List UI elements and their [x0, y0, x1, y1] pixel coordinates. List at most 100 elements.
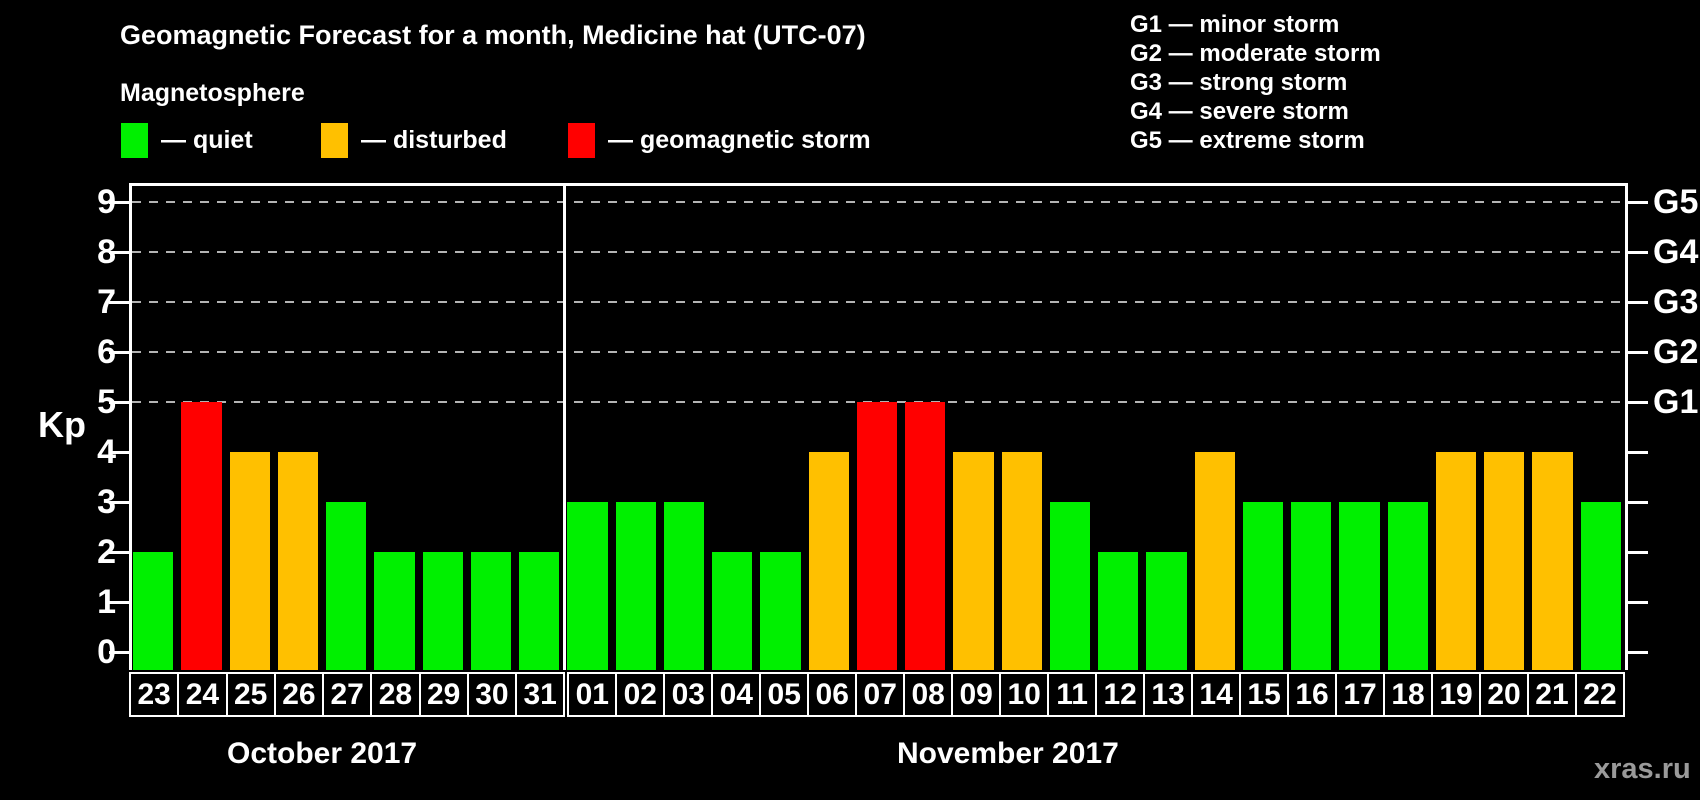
g-legend-g3: G3 — strong storm [1130, 69, 1348, 96]
y-axis-tick [109, 350, 129, 354]
kp-bar [1484, 452, 1525, 670]
y-axis-tick [109, 550, 129, 554]
day-cell: 25 [225, 672, 276, 717]
kp-bar [1098, 552, 1139, 670]
day-cell: 24 [177, 672, 228, 717]
right-axis-tick [1628, 250, 1648, 254]
y-tick-label: 5 [97, 383, 116, 421]
quiet-color-swatch [121, 122, 148, 158]
y-tick-label: 9 [97, 183, 116, 221]
y-tick-label: 8 [97, 233, 116, 271]
kp-bar [905, 402, 946, 670]
right-axis-tick [1628, 400, 1648, 404]
kp-bar [470, 552, 512, 670]
day-cell: 03 [663, 672, 714, 717]
legend-label-disturbed: — disturbed [361, 125, 507, 154]
y-axis-tick [109, 400, 129, 404]
month-label-november: November 2017 [897, 737, 1119, 770]
legend-item-disturbed: — disturbed [321, 120, 507, 160]
y-tick-label: 6 [97, 333, 116, 371]
day-cell: 06 [807, 672, 858, 717]
kp-bar [567, 502, 608, 670]
plot-top-border [129, 183, 1628, 186]
y-tick-label: 0 [97, 633, 116, 671]
day-cell: 19 [1431, 672, 1482, 717]
y-axis-label: Kp [38, 404, 86, 445]
day-cell: 30 [466, 672, 517, 717]
day-cell: 17 [1335, 672, 1386, 717]
legend-label-storm: — geomagnetic storm [608, 125, 871, 154]
day-cell: 14 [1191, 672, 1242, 717]
legend-item-storm: — geomagnetic storm [568, 120, 871, 160]
g-axis-label: G2 [1653, 333, 1699, 371]
kp-bar [1194, 452, 1235, 670]
day-cell: 31 [515, 672, 566, 717]
right-axis-tick [1628, 350, 1648, 354]
y-axis-tick [109, 250, 129, 254]
kp-bar [277, 452, 319, 670]
day-cell: 01 [567, 672, 618, 717]
legend-label-quiet: — quiet [161, 125, 253, 154]
kp-bar [1532, 452, 1573, 670]
right-axis-tick [1628, 650, 1648, 654]
day-axis-strip: 23 24 25 26 27 28 29 30 31 [129, 672, 566, 717]
g-axis-label: G4 [1653, 233, 1699, 271]
kp-bar [1339, 502, 1380, 670]
day-cell: 09 [951, 672, 1002, 717]
g-legend-g2: G2 — moderate storm [1130, 40, 1381, 67]
y-axis-tick [109, 200, 129, 204]
kp-bar [1242, 502, 1284, 670]
right-axis-line [1625, 183, 1628, 670]
day-cell: 29 [418, 672, 469, 717]
day-cell: 10 [999, 672, 1050, 717]
right-axis-tick [1628, 300, 1648, 304]
y-axis-tick [109, 300, 129, 304]
g-legend-g4: G4 — severe storm [1130, 98, 1349, 125]
y-tick-label: 7 [97, 283, 116, 321]
day-cell: 18 [1383, 672, 1434, 717]
day-cell: 27 [322, 672, 373, 717]
grid-line [132, 351, 1625, 353]
day-cell: 13 [1143, 672, 1194, 717]
day-cell: 15 [1239, 672, 1290, 717]
kp-bar [953, 452, 994, 670]
right-axis-tick [1628, 200, 1648, 204]
day-cell: 16 [1287, 672, 1338, 717]
y-axis-tick [109, 450, 129, 454]
y-tick-label: 2 [97, 533, 116, 571]
y-tick-label: 3 [97, 483, 116, 521]
right-axis-tick [1628, 500, 1648, 504]
day-cell: 08 [903, 672, 954, 717]
day-cell: 04 [711, 672, 762, 717]
kp-bar [229, 452, 270, 670]
kp-bar [519, 552, 560, 670]
g-scale-legend: G1 — minor storm G2 — moderate storm G3 … [1130, 10, 1381, 155]
right-axis-tick [1628, 550, 1648, 554]
day-axis-strip: 01 02 03 04 05 06 07 08 09 10 11 12 13 14 15 16 17 18 19 20… [567, 672, 1625, 717]
storm-color-swatch [568, 122, 595, 158]
g-legend-g5: G5 — extreme storm [1130, 127, 1365, 154]
y-tick-label: 4 [97, 433, 116, 471]
kp-bar [760, 552, 801, 670]
kp-bar [1291, 502, 1332, 670]
grid-line [132, 201, 1625, 203]
kp-bar [1435, 452, 1477, 670]
day-cell: 20 [1479, 672, 1529, 717]
kp-bar [808, 452, 849, 670]
chart-title: Geomagnetic Forecast for a month, Medici… [120, 20, 866, 50]
y-tick-label: 1 [97, 583, 116, 621]
day-cell: 28 [370, 672, 421, 717]
month-label-october: October 2017 [227, 737, 418, 770]
day-cell: 05 [759, 672, 810, 717]
day-cell: 11 [1047, 672, 1098, 717]
day-cell: 07 [855, 672, 906, 717]
kp-bar [1580, 502, 1621, 670]
magnetosphere-label: Magnetosphere [120, 79, 305, 107]
watermark: xras.ru [1594, 753, 1691, 785]
kp-bar [326, 502, 367, 670]
y-axis-tick [109, 650, 129, 654]
day-cell: 02 [615, 672, 666, 717]
g-axis-label: G1 [1653, 383, 1699, 421]
